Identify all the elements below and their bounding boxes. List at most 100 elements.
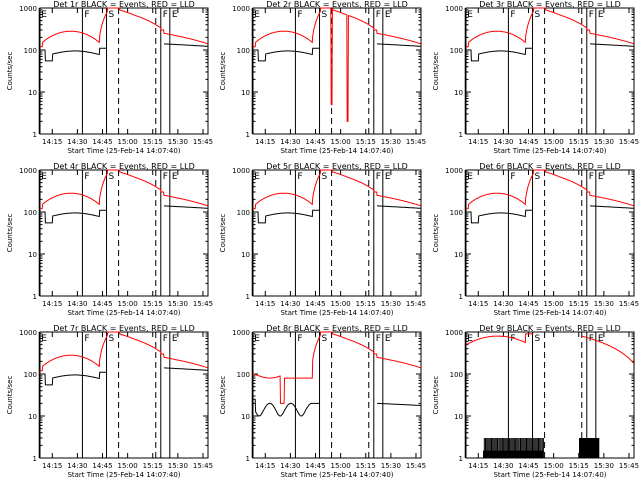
- event-marker-label: S: [322, 172, 328, 182]
- x-axis-label: Start Time (25-Feb-14 14:07:40): [67, 147, 180, 155]
- plot-frame: [39, 331, 209, 459]
- y-tick-label: 1: [246, 131, 250, 139]
- x-tick-label: 15:30: [168, 138, 188, 146]
- event-marker-label: E: [254, 172, 260, 182]
- chart-title: Det 4r BLACK = Events, RED = LLD: [53, 162, 195, 171]
- y-tick-label: 100: [237, 371, 250, 379]
- chart-panel-8: Det 8r BLACK = Events, RED = LLD 1 10 100 10…: [219, 324, 426, 479]
- series-line-lld: [466, 169, 634, 210]
- chart-panel-9: Det 9r BLACK = Events, RED = LLD 1 10 100 10…: [432, 324, 639, 479]
- event-marker-label: S: [322, 334, 328, 344]
- y-tick-label: 1000: [232, 167, 250, 175]
- y-tick-label: 1: [459, 455, 463, 463]
- event-marker-label: E: [254, 334, 260, 344]
- event-marker-label: E: [598, 334, 604, 344]
- series-line-events: [466, 205, 634, 224]
- x-tick-label: 14:15: [42, 462, 62, 470]
- x-tick-label: 14:15: [468, 462, 488, 470]
- event-marker-label: E: [254, 10, 260, 20]
- series-line-lld: [40, 169, 208, 210]
- y-tick-label: 1: [459, 131, 463, 139]
- plot-frame: [39, 7, 209, 135]
- chart-title: Det 3r BLACK = Events, RED = LLD: [479, 0, 621, 9]
- x-tick-label: 14:45: [518, 138, 538, 146]
- event-marker-label: F: [376, 334, 381, 344]
- plot-frame: [465, 331, 635, 459]
- x-tick-label: 15:45: [406, 300, 426, 308]
- y-tick-label: 100: [450, 47, 463, 55]
- x-tick-label: 14:45: [92, 138, 112, 146]
- y-tick-label: 10: [28, 413, 37, 421]
- event-marker-label: F: [376, 172, 381, 182]
- x-tick-label: 15:15: [569, 300, 589, 308]
- event-marker-label: E: [172, 172, 178, 182]
- event-marker-label: E: [598, 172, 604, 182]
- x-tick-label: 14:45: [92, 462, 112, 470]
- y-tick-label: 100: [237, 209, 250, 217]
- event-marker-label: F: [297, 334, 302, 344]
- event-marker-label: E: [467, 334, 473, 344]
- x-tick-label: 14:45: [305, 462, 325, 470]
- y-axis-label: Counts/sec: [432, 52, 440, 91]
- x-tick-label: 15:30: [381, 138, 401, 146]
- x-tick-label: 14:45: [518, 462, 538, 470]
- x-tick-label: 15:00: [331, 300, 351, 308]
- x-tick-label: 15:00: [118, 138, 138, 146]
- event-marker-label: F: [589, 10, 594, 20]
- event-marker-label: E: [467, 10, 473, 20]
- y-tick-label: 100: [24, 47, 37, 55]
- event-marker-label: F: [510, 10, 515, 20]
- event-marker-label: F: [163, 10, 168, 20]
- plot-frame: [465, 7, 635, 135]
- y-tick-label: 1000: [232, 5, 250, 13]
- x-tick-label: 15:00: [118, 300, 138, 308]
- x-tick-label: 14:30: [67, 300, 87, 308]
- y-tick-label: 1000: [19, 329, 37, 337]
- event-marker-label: E: [467, 172, 473, 182]
- x-tick-label: 14:15: [255, 462, 275, 470]
- event-marker-label: S: [535, 10, 541, 20]
- event-marker-label: E: [41, 10, 47, 20]
- y-axis-label: Counts/sec: [219, 52, 227, 91]
- y-tick-label: 1: [459, 293, 463, 301]
- x-axis-label: Start Time (25-Feb-14 14:07:40): [493, 147, 606, 155]
- x-tick-label: 14:45: [92, 300, 112, 308]
- chart-panel-5: Det 5r BLACK = Events, RED = LLD 1 10 100 10…: [219, 162, 426, 317]
- event-marker-label: E: [41, 172, 47, 182]
- y-tick-label: 10: [28, 89, 37, 97]
- series-line-events: [40, 205, 208, 224]
- event-marker-label: F: [84, 10, 89, 20]
- x-tick-label: 15:30: [594, 138, 614, 146]
- x-tick-label: 15:00: [118, 462, 138, 470]
- y-tick-label: 10: [454, 89, 463, 97]
- x-axis-label: Start Time (25-Feb-14 14:07:40): [280, 147, 393, 155]
- series-line-lld: [253, 7, 421, 122]
- x-tick-label: 15:30: [594, 462, 614, 470]
- series-line-lld: [40, 331, 208, 372]
- x-tick-label: 14:30: [67, 462, 87, 470]
- event-marker-label: F: [510, 172, 515, 182]
- x-tick-label: 15:15: [356, 300, 376, 308]
- event-marker-label: F: [589, 172, 594, 182]
- x-tick-label: 15:30: [168, 300, 188, 308]
- series-line-lld: [40, 7, 208, 48]
- y-tick-label: 1000: [445, 5, 463, 13]
- x-tick-label: 15:45: [619, 462, 639, 470]
- x-tick-label: 14:45: [305, 300, 325, 308]
- x-tick-label: 14:15: [255, 300, 275, 308]
- event-marker-label: F: [510, 334, 515, 344]
- chart-title: Det 8r BLACK = Events, RED = LLD: [266, 324, 408, 333]
- x-tick-label: 15:30: [381, 300, 401, 308]
- plot-frame: [252, 331, 422, 459]
- chart-panel-6: Det 6r BLACK = Events, RED = LLD 1 10 100 10…: [432, 162, 639, 317]
- x-tick-label: 15:30: [381, 462, 401, 470]
- y-tick-label: 1000: [232, 329, 250, 337]
- x-tick-label: 14:15: [255, 138, 275, 146]
- x-tick-label: 15:00: [331, 462, 351, 470]
- x-tick-label: 15:45: [406, 462, 426, 470]
- x-tick-label: 14:30: [67, 138, 87, 146]
- x-tick-label: 15:45: [619, 138, 639, 146]
- event-marker-label: E: [385, 334, 391, 344]
- event-marker-label: E: [172, 10, 178, 20]
- series-line-events: [40, 367, 208, 386]
